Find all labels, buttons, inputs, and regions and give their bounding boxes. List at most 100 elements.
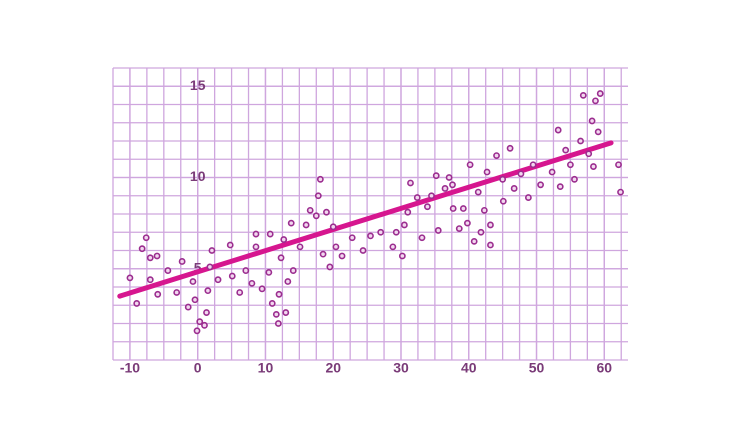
point: [554, 126, 562, 134]
point: [418, 234, 426, 242]
point: [556, 183, 564, 191]
point: [280, 236, 288, 243]
point: [206, 263, 214, 271]
point: [592, 97, 599, 105]
point: [389, 243, 397, 251]
point: [524, 194, 532, 201]
point: [428, 192, 435, 200]
point: [268, 300, 276, 307]
point: [274, 320, 282, 327]
point: [306, 206, 314, 214]
point: [477, 228, 485, 236]
point: [126, 274, 134, 282]
point: [537, 181, 544, 189]
point: [455, 225, 463, 232]
point: [499, 175, 507, 183]
point: [615, 161, 622, 169]
point: [493, 152, 500, 159]
point: [499, 197, 507, 205]
point: [474, 188, 482, 196]
x-tick-label: -10: [120, 360, 140, 376]
x-tick-label: 40: [461, 360, 477, 376]
point: [413, 194, 421, 201]
point: [154, 290, 162, 298]
point: [617, 188, 624, 196]
point: [133, 300, 141, 307]
point: [316, 175, 324, 183]
point: [266, 230, 274, 238]
point: [146, 254, 154, 262]
point: [449, 205, 457, 212]
point: [204, 287, 212, 295]
point: [359, 247, 367, 254]
point: [548, 168, 556, 176]
point: [191, 296, 199, 304]
point: [326, 263, 334, 271]
point: [432, 172, 440, 180]
point: [164, 267, 172, 274]
point: [487, 241, 494, 249]
point: [434, 227, 442, 234]
point: [367, 232, 374, 240]
point: [487, 221, 494, 229]
point: [590, 163, 597, 170]
point: [577, 137, 584, 145]
point: [228, 272, 236, 280]
y-tick-label: 15: [190, 77, 206, 93]
point: [407, 179, 414, 187]
point: [146, 276, 154, 284]
point: [466, 161, 474, 169]
point: [208, 247, 216, 254]
point: [529, 161, 537, 169]
point: [314, 192, 322, 200]
point: [470, 237, 478, 245]
point: [214, 276, 222, 284]
point: [189, 278, 197, 285]
point: [459, 205, 467, 212]
point: [265, 268, 273, 276]
x-tick-label: 0: [194, 360, 202, 376]
point: [424, 203, 431, 211]
point: [567, 161, 574, 169]
point: [201, 321, 208, 329]
point: [242, 267, 250, 274]
x-tick-label: 50: [529, 360, 545, 376]
point: [252, 243, 260, 251]
point: [284, 278, 292, 285]
trend-line: [117, 140, 614, 299]
point: [252, 230, 260, 238]
point: [348, 234, 356, 242]
point: [323, 208, 330, 216]
point: [483, 168, 491, 176]
point: [332, 243, 340, 251]
point: [287, 219, 295, 227]
point: [193, 327, 201, 335]
point: [277, 254, 285, 262]
point: [178, 258, 186, 265]
point: [248, 279, 256, 287]
point: [441, 185, 449, 192]
x-tick-label: 20: [325, 360, 341, 376]
point: [400, 221, 408, 229]
point: [289, 267, 297, 274]
point: [449, 181, 456, 189]
point: [319, 250, 327, 258]
x-tick-label: 10: [258, 360, 274, 376]
point: [464, 219, 471, 227]
point: [585, 150, 593, 158]
point: [404, 208, 412, 216]
x-tick-label: 60: [596, 360, 612, 376]
y-tick-label: 10: [190, 168, 206, 184]
point: [226, 241, 234, 249]
point: [272, 310, 280, 318]
point: [196, 318, 204, 326]
point: [184, 303, 192, 311]
point: [588, 117, 596, 125]
point: [562, 146, 570, 154]
point: [506, 144, 514, 152]
point: [312, 212, 320, 220]
point: [173, 289, 181, 296]
point: [398, 252, 406, 260]
point: [203, 309, 210, 316]
